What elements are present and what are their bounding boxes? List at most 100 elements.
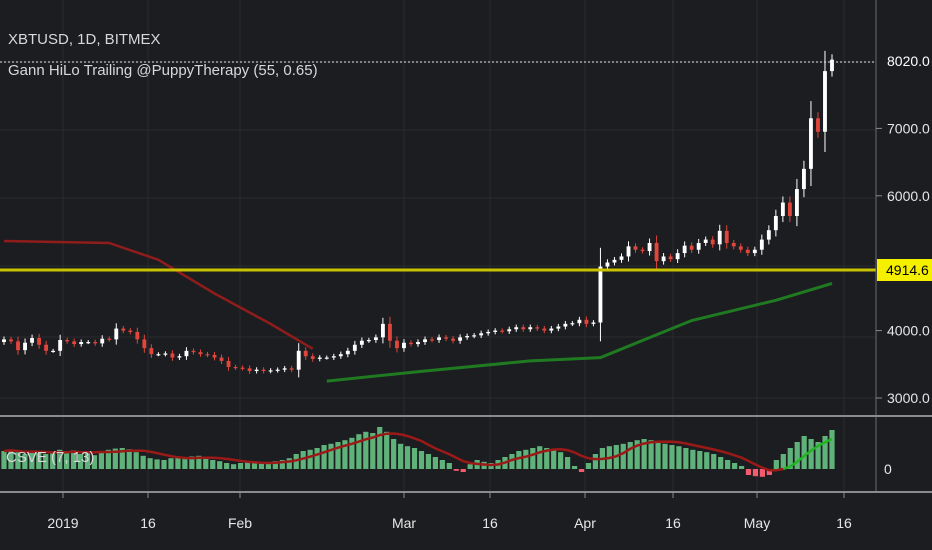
- candle-body: [79, 342, 84, 345]
- candle-body: [816, 118, 820, 132]
- candle-body: [682, 245, 687, 254]
- candle-body: [521, 327, 526, 330]
- csve-bar: [752, 469, 759, 477]
- csve-bar: [718, 457, 724, 469]
- candle-body: [373, 337, 378, 341]
- csve-bar: [627, 442, 633, 469]
- level-badge-bg: [877, 259, 932, 281]
- candle-body: [703, 239, 708, 243]
- hilo-red-line: [3, 239, 314, 350]
- candle-body: [212, 354, 217, 358]
- csve-bar: [321, 445, 327, 469]
- candle-body: [416, 342, 420, 345]
- candle-body: [640, 249, 645, 252]
- candle-body: [2, 339, 6, 343]
- candle-body: [352, 344, 357, 351]
- hilo-green-line: [326, 281, 833, 383]
- level-label: 4914.6: [886, 262, 929, 278]
- csve-bar: [140, 455, 146, 469]
- candle-body: [261, 369, 266, 372]
- candle-body: [310, 356, 315, 359]
- candle-body: [289, 368, 294, 370]
- csve-bar: [439, 460, 445, 469]
- csve-bar: [648, 440, 654, 469]
- csve-label[interactable]: CSVE (7, 13): [6, 449, 94, 466]
- csve-bar: [432, 457, 439, 469]
- csve-bar: [307, 449, 313, 469]
- symbol-label[interactable]: XBTUSD, 1D, BITMEX: [8, 31, 161, 48]
- csve-bar: [272, 461, 278, 469]
- candle-body: [577, 319, 582, 324]
- csve-bar: [105, 449, 111, 469]
- csve-bar: [391, 439, 397, 469]
- candle-body: [121, 328, 126, 331]
- current-price-label: 8020.0: [887, 53, 930, 69]
- csve-bar: [22, 454, 28, 469]
- candle-body: [654, 242, 659, 262]
- candle-body: [37, 338, 42, 345]
- csve-bar: [551, 449, 557, 469]
- csve-bar: [217, 461, 223, 469]
- candle-body: [16, 341, 20, 351]
- candle-body: [647, 242, 652, 252]
- csve-bar: [147, 458, 153, 469]
- csve-bar: [585, 463, 592, 469]
- time-axis-label: Mar: [392, 515, 416, 531]
- csve-pane[interactable]: CSVE (7, 13) 0: [1, 427, 892, 477]
- csve-bar: [725, 460, 731, 469]
- csve-bar: [237, 463, 244, 469]
- indicator-label[interactable]: Gann HiLo Trailing @PuppyTherapy (55, 0.…: [8, 62, 318, 79]
- candle-body: [486, 331, 491, 334]
- csve-bar: [460, 469, 466, 472]
- csve-bar: [620, 443, 626, 469]
- candle-body: [30, 338, 34, 343]
- csve-bar: [676, 446, 682, 469]
- csve-bar: [731, 463, 738, 469]
- csve-bar: [516, 451, 522, 469]
- candle-body: [752, 249, 757, 254]
- csve-bar: [224, 463, 230, 469]
- candle-body: [570, 323, 575, 325]
- candle-body: [191, 350, 196, 353]
- csve-bar: [530, 448, 536, 469]
- candle-body: [605, 262, 610, 267]
- csve-bar: [418, 451, 425, 469]
- candle-body: [345, 350, 350, 355]
- candle-body: [444, 337, 448, 339]
- current-price-badge: 8020.0: [877, 50, 932, 72]
- price-pane[interactable]: [0, 50, 876, 383]
- csve-bar: [244, 461, 251, 469]
- csve-bar: [669, 445, 675, 469]
- csve-bar: [251, 463, 258, 469]
- candle-body: [282, 368, 287, 370]
- candle-body: [563, 323, 568, 327]
- candle-body: [696, 242, 701, 250]
- csve-bar: [210, 460, 216, 469]
- candle-body: [493, 330, 498, 332]
- csve-bar: [467, 464, 473, 469]
- candle-body: [451, 338, 456, 341]
- candle-body: [633, 246, 638, 250]
- csve-bar: [759, 469, 766, 477]
- time-axis[interactable]: 2019 16 Feb Mar 16 Apr 16 May 16: [47, 492, 852, 531]
- csve-bar: [126, 449, 132, 469]
- csve-bar: [704, 452, 710, 469]
- candle-body: [9, 339, 13, 342]
- candle-body: [23, 342, 27, 351]
- candle-body: [303, 350, 308, 357]
- price-axis[interactable]: 3000.0 4000.0 6000.0 7000.0: [876, 120, 930, 406]
- candle-body: [745, 249, 750, 254]
- csve-bar: [453, 469, 459, 471]
- csve-bar: [119, 448, 125, 469]
- candle-body: [556, 326, 561, 329]
- csve-signal-green: [782, 437, 833, 471]
- csve-bar: [196, 455, 202, 469]
- candle-body: [58, 340, 63, 351]
- csve-bar: [314, 448, 320, 469]
- candle-body: [93, 342, 98, 344]
- candle-body: [787, 202, 792, 217]
- candle-body: [472, 335, 477, 337]
- candle-body: [830, 59, 834, 72]
- candle-body: [437, 337, 441, 341]
